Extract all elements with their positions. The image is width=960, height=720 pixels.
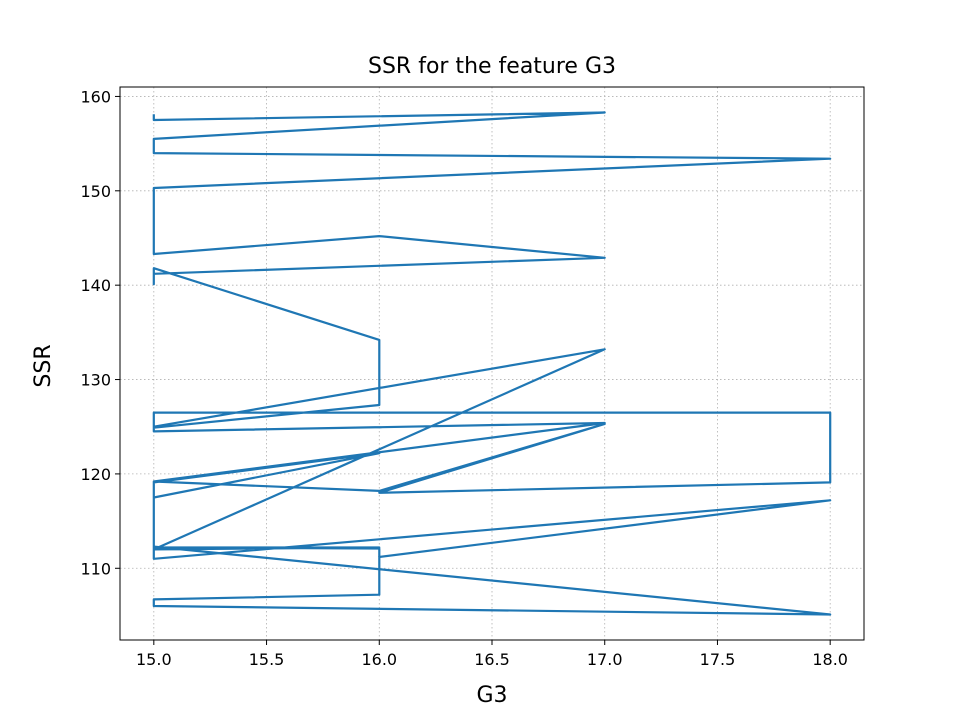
x-tick-label: 16.0 bbox=[361, 650, 397, 669]
x-tick-label: 15.5 bbox=[249, 650, 285, 669]
x-tick-label: 15.0 bbox=[136, 650, 172, 669]
y-axis-label: SSR bbox=[31, 344, 56, 387]
x-tick-label: 18.0 bbox=[812, 650, 848, 669]
x-tick-label: 16.5 bbox=[474, 650, 510, 669]
x-tick-label: 17.0 bbox=[587, 650, 623, 669]
x-axis-label: G3 bbox=[476, 683, 507, 708]
series-line bbox=[152, 111, 832, 616]
x-tick-label: 17.5 bbox=[700, 650, 736, 669]
y-tick-label: 150 bbox=[80, 182, 111, 201]
series-layer bbox=[152, 111, 832, 616]
y-tick-label: 130 bbox=[80, 371, 111, 390]
y-tick-label: 160 bbox=[80, 87, 111, 106]
x-axis: 15.0 15.5 16.0 16.5 17.0 17.5 18.0 bbox=[136, 640, 848, 669]
y-tick-label: 120 bbox=[80, 465, 111, 484]
y-tick-label: 140 bbox=[80, 276, 111, 295]
chart-title: SSR for the feature G3 bbox=[368, 54, 616, 79]
grid bbox=[120, 87, 864, 640]
y-axis: 110 120 130 140 150 160 bbox=[80, 87, 120, 578]
y-tick-label: 110 bbox=[80, 559, 111, 578]
